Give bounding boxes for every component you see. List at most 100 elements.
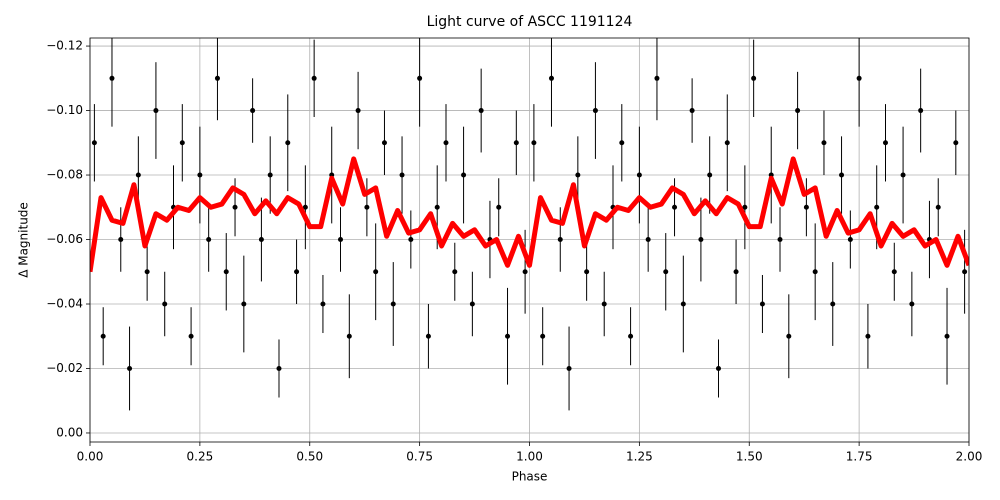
data-point xyxy=(522,269,528,275)
data-point xyxy=(803,204,809,210)
y-tick-label: −0.02 xyxy=(46,361,83,375)
data-point xyxy=(619,140,625,146)
data-point xyxy=(144,269,150,275)
data-point xyxy=(830,301,836,307)
data-point xyxy=(135,172,141,178)
x-tick-label: 0.00 xyxy=(77,450,104,464)
data-point xyxy=(751,75,757,81)
data-point xyxy=(232,204,238,210)
data-point xyxy=(162,301,168,307)
data-point xyxy=(944,333,950,339)
data-point xyxy=(250,108,256,114)
data-point xyxy=(680,301,686,307)
data-point xyxy=(557,237,563,243)
data-point xyxy=(109,75,115,81)
data-point xyxy=(390,301,396,307)
data-point xyxy=(847,237,853,243)
data-point xyxy=(707,172,713,178)
data-point xyxy=(443,140,449,146)
data-point xyxy=(118,237,124,243)
data-point xyxy=(900,172,906,178)
data-point xyxy=(267,172,273,178)
x-tick-label: 0.25 xyxy=(187,450,214,464)
data-point xyxy=(715,365,721,371)
data-point xyxy=(469,301,475,307)
data-point xyxy=(531,140,537,146)
data-point xyxy=(628,333,634,339)
data-point xyxy=(689,108,695,114)
x-tick-label: 1.50 xyxy=(736,450,763,464)
plot-area xyxy=(90,38,969,411)
data-point xyxy=(918,108,924,114)
data-point xyxy=(935,204,941,210)
y-tick-label: −0.10 xyxy=(46,103,83,117)
data-point xyxy=(882,140,888,146)
data-point xyxy=(223,269,229,275)
data-point xyxy=(654,75,660,81)
data-point xyxy=(645,237,651,243)
y-tick-label: 0.00 xyxy=(56,425,83,439)
x-tick-label: 1.00 xyxy=(516,450,543,464)
data-point xyxy=(241,301,247,307)
data-point xyxy=(953,140,959,146)
data-point xyxy=(759,301,765,307)
data-point xyxy=(461,172,467,178)
data-point xyxy=(434,204,440,210)
data-point xyxy=(153,108,159,114)
model-line xyxy=(90,156,969,273)
data-point xyxy=(891,269,897,275)
data-point xyxy=(496,204,502,210)
data-point xyxy=(821,140,827,146)
data-point xyxy=(320,301,326,307)
ticks: 0.00 0.25 0.50 0.75 1.00 1.25 1.50 1.75 2.00 −0.1… xyxy=(46,39,982,464)
data-point xyxy=(566,365,572,371)
y-tick-label: −0.06 xyxy=(46,232,83,246)
data-point xyxy=(812,269,818,275)
y-tick-label: −0.08 xyxy=(46,168,83,182)
data-point xyxy=(346,333,352,339)
data-point xyxy=(179,140,185,146)
data-point xyxy=(795,108,801,114)
data-point xyxy=(663,269,669,275)
data-point xyxy=(425,333,431,339)
data-point xyxy=(839,172,845,178)
chart-title: Light curve of ASCC 1191124 xyxy=(427,14,633,30)
data-point xyxy=(478,108,484,114)
data-point xyxy=(206,237,212,243)
data-point xyxy=(311,75,317,81)
data-point xyxy=(408,237,414,243)
data-point xyxy=(592,108,598,114)
data-point xyxy=(373,269,379,275)
data-point xyxy=(338,237,344,243)
data-point xyxy=(856,75,862,81)
x-axis-label: Phase xyxy=(512,470,548,484)
x-tick-label: 1.75 xyxy=(846,450,873,464)
data-point xyxy=(294,269,300,275)
data-point xyxy=(742,204,748,210)
data-point xyxy=(513,140,519,146)
x-tick-label: 0.50 xyxy=(296,450,323,464)
data-point xyxy=(865,333,871,339)
data-point xyxy=(188,333,194,339)
data-point xyxy=(355,108,361,114)
data-point xyxy=(505,333,511,339)
data-point xyxy=(575,172,581,178)
data-point xyxy=(636,172,642,178)
data-point xyxy=(127,365,133,371)
data-point xyxy=(777,237,783,243)
data-point xyxy=(909,301,915,307)
data-point xyxy=(399,172,405,178)
data-point xyxy=(874,204,880,210)
y-tick-label: −0.12 xyxy=(46,39,83,53)
x-tick-label: 0.75 xyxy=(406,450,433,464)
data-point xyxy=(724,140,730,146)
data-point xyxy=(417,75,423,81)
data-point xyxy=(698,237,704,243)
data-point xyxy=(364,204,370,210)
data-point xyxy=(91,140,97,146)
data-point xyxy=(381,140,387,146)
data-point xyxy=(452,269,458,275)
x-tick-label: 2.00 xyxy=(956,450,983,464)
data-point xyxy=(733,269,739,275)
